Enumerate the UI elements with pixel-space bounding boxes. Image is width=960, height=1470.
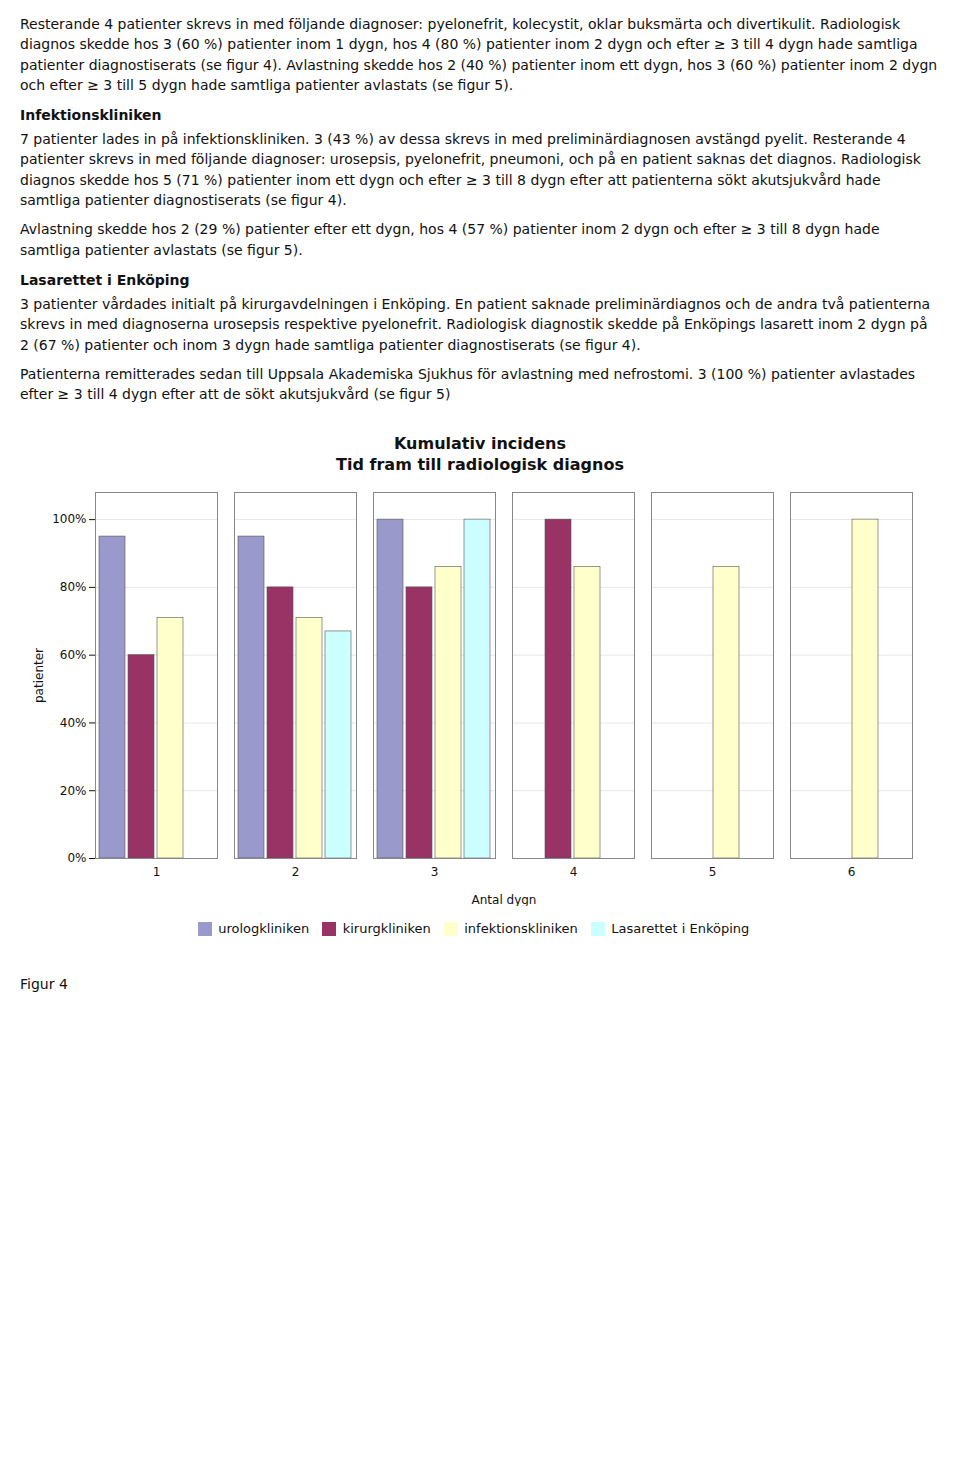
svg-text:80%: 80% bbox=[60, 581, 87, 595]
svg-text:40%: 40% bbox=[60, 716, 87, 730]
svg-text:0%: 0% bbox=[67, 852, 86, 866]
html-text:Resterande 4 patienter skrevs: Resterande 4 patienter skrevs in med föl… bbox=[20, 16, 938, 93]
html-text:Lasarettet i Enköping: Lasarettet i Enköping bbox=[20, 272, 190, 288]
html-text:infektionskliniken: infektionskliniken bbox=[464, 921, 578, 937]
svg-text:6: 6 bbox=[848, 865, 856, 879]
html-text:Figur 4: Figur 4 bbox=[20, 976, 68, 992]
html-text:Tid fram till radiologisk diag: Tid fram till radiologisk diagnos bbox=[336, 455, 624, 475]
svg-text:Antal dygn: Antal dygn bbox=[472, 893, 537, 907]
svg-text:3: 3 bbox=[431, 865, 439, 879]
html-text:Patienterna remitterades sedan: Patienterna remitterades sedan till Upps… bbox=[20, 365, 915, 403]
svg-text:100%: 100% bbox=[52, 513, 86, 527]
html-text:Avlastning skedde hos 2 (29 %): Avlastning skedde hos 2 (29 %) patienter… bbox=[20, 221, 880, 258]
svg-text:patienter: patienter bbox=[32, 648, 46, 703]
svg-text:4: 4 bbox=[570, 865, 578, 879]
html-text:7 patienter lades in på infekt: 7 patienter lades in på infektionsklinik… bbox=[20, 131, 921, 209]
svg-text:2: 2 bbox=[292, 865, 300, 879]
svg-text:20%: 20% bbox=[60, 784, 87, 798]
html-text:3 patienter vårdades initialt: 3 patienter vårdades initialt på kirurga… bbox=[20, 296, 931, 353]
html-text:Infektionskliniken: Infektionskliniken bbox=[20, 107, 162, 124]
svg-text:5: 5 bbox=[709, 865, 717, 879]
svg-text:1: 1 bbox=[153, 865, 161, 879]
html-text:kirurgkliniken: kirurgkliniken bbox=[342, 921, 431, 937]
svg-text:60%: 60% bbox=[60, 648, 87, 662]
html-text:Kumulativ incidens: Kumulativ incidens bbox=[394, 434, 566, 454]
html-text:Lasarettet i Enköping: Lasarettet i Enköping bbox=[611, 921, 750, 937]
html-text:urologkliniken: urologkliniken bbox=[218, 921, 310, 937]
